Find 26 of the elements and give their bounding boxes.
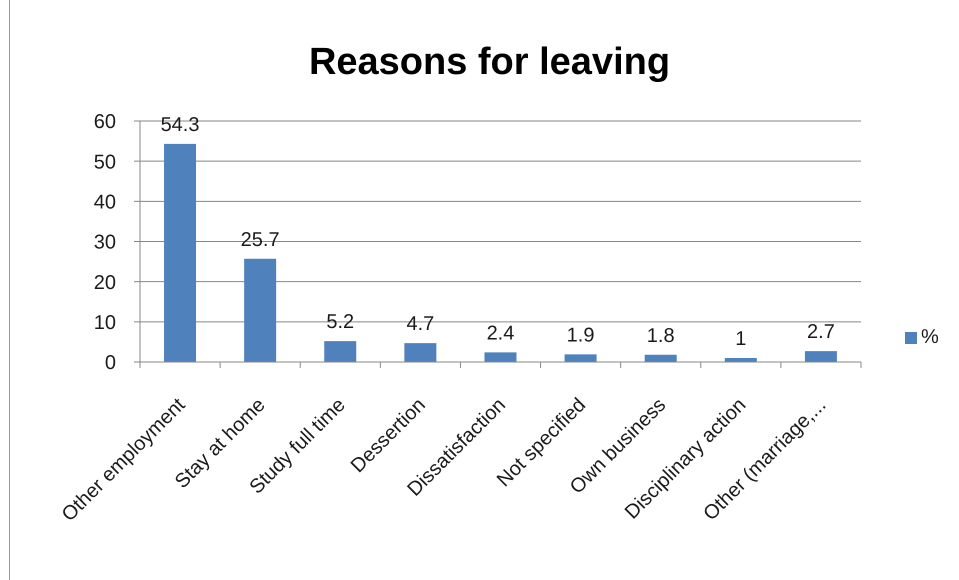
y-tick-label: 60 [94,111,116,134]
bar [644,354,677,362]
bar [564,354,597,362]
legend-label: % [921,326,939,348]
y-tick-label: 40 [94,191,116,214]
y-tick-label: 10 [94,312,116,334]
bar [324,341,356,362]
data-label: 4.7 [406,313,434,336]
bar [244,258,276,362]
y-tick-label: 50 [94,151,116,174]
data-label: 5.2 [326,311,354,334]
y-tick-label: 20 [94,272,116,294]
data-label: 2.7 [807,321,835,344]
chart-title: Reasons for leaving [308,41,672,85]
bar [804,351,837,362]
bar [164,144,196,362]
data-label: 54.3 [160,114,200,136]
y-tick-label: 0 [104,352,116,374]
bar [484,352,516,362]
data-label: 1 [735,328,746,350]
data-label: 25.7 [240,228,280,251]
bar [404,343,436,362]
data-label: 1.9 [566,324,594,346]
data-label: 2.4 [486,322,514,344]
data-label: 1.8 [646,324,675,347]
y-tick-label: 30 [94,232,116,254]
